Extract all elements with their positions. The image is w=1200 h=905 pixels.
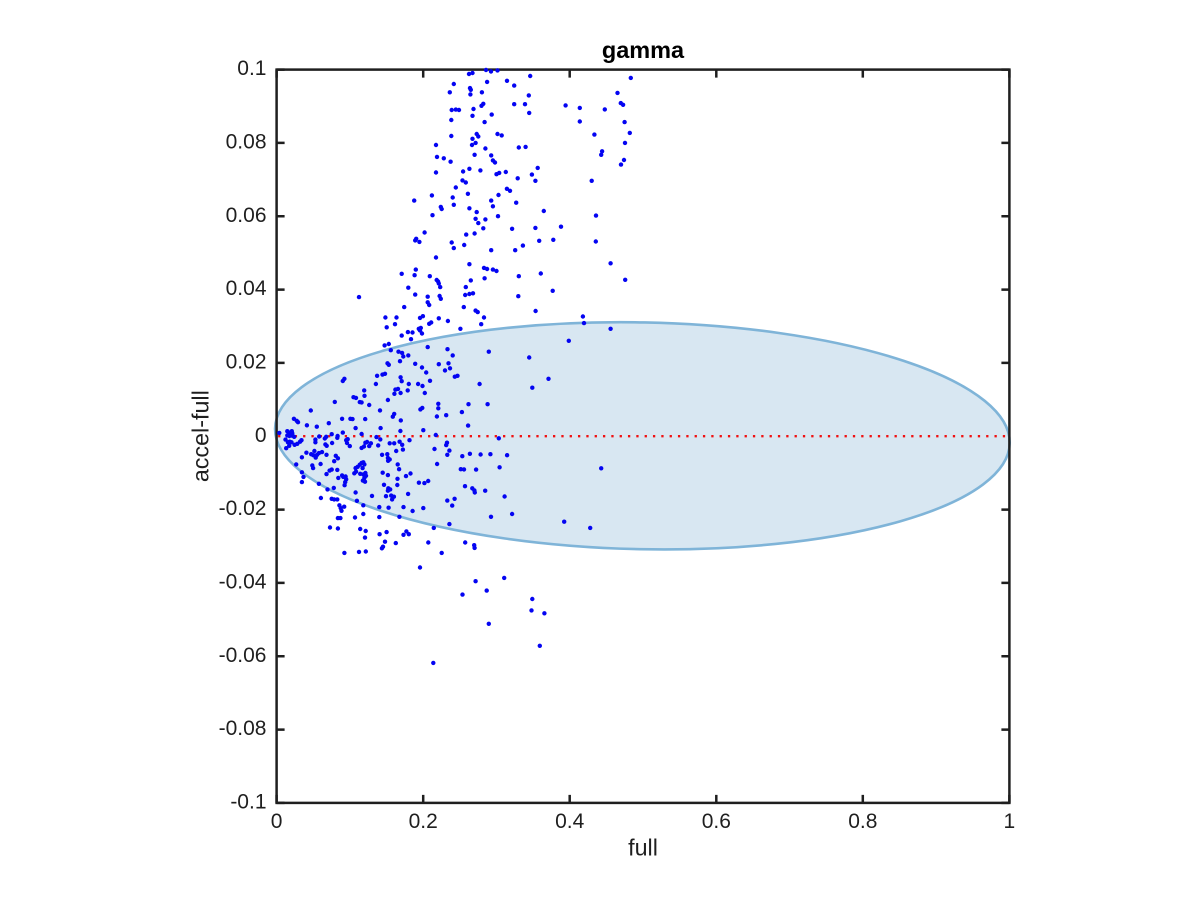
svg-text:0.4: 0.4 [555, 810, 585, 833]
svg-text:0.8: 0.8 [848, 810, 877, 833]
svg-text:0.02: 0.02 [226, 351, 267, 374]
svg-text:0.06: 0.06 [226, 204, 267, 227]
svg-text:-0.1: -0.1 [230, 791, 266, 814]
svg-text:1: 1 [1004, 810, 1016, 833]
svg-text:0.08: 0.08 [226, 131, 267, 154]
svg-text:-0.02: -0.02 [219, 497, 267, 520]
svg-text:0.1: 0.1 [237, 57, 266, 80]
svg-text:-0.06: -0.06 [219, 644, 267, 667]
svg-text:0.2: 0.2 [409, 810, 438, 833]
svg-text:0: 0 [271, 810, 283, 833]
svg-text:full: full [628, 834, 658, 860]
svg-text:accel-full: accel-full [188, 390, 214, 482]
svg-text:0: 0 [255, 424, 267, 447]
svg-text:-0.08: -0.08 [219, 717, 267, 740]
svg-text:0.04: 0.04 [226, 277, 267, 300]
svg-text:0.6: 0.6 [702, 810, 731, 833]
svg-text:gamma: gamma [602, 37, 685, 63]
svg-text:-0.04: -0.04 [219, 571, 267, 594]
